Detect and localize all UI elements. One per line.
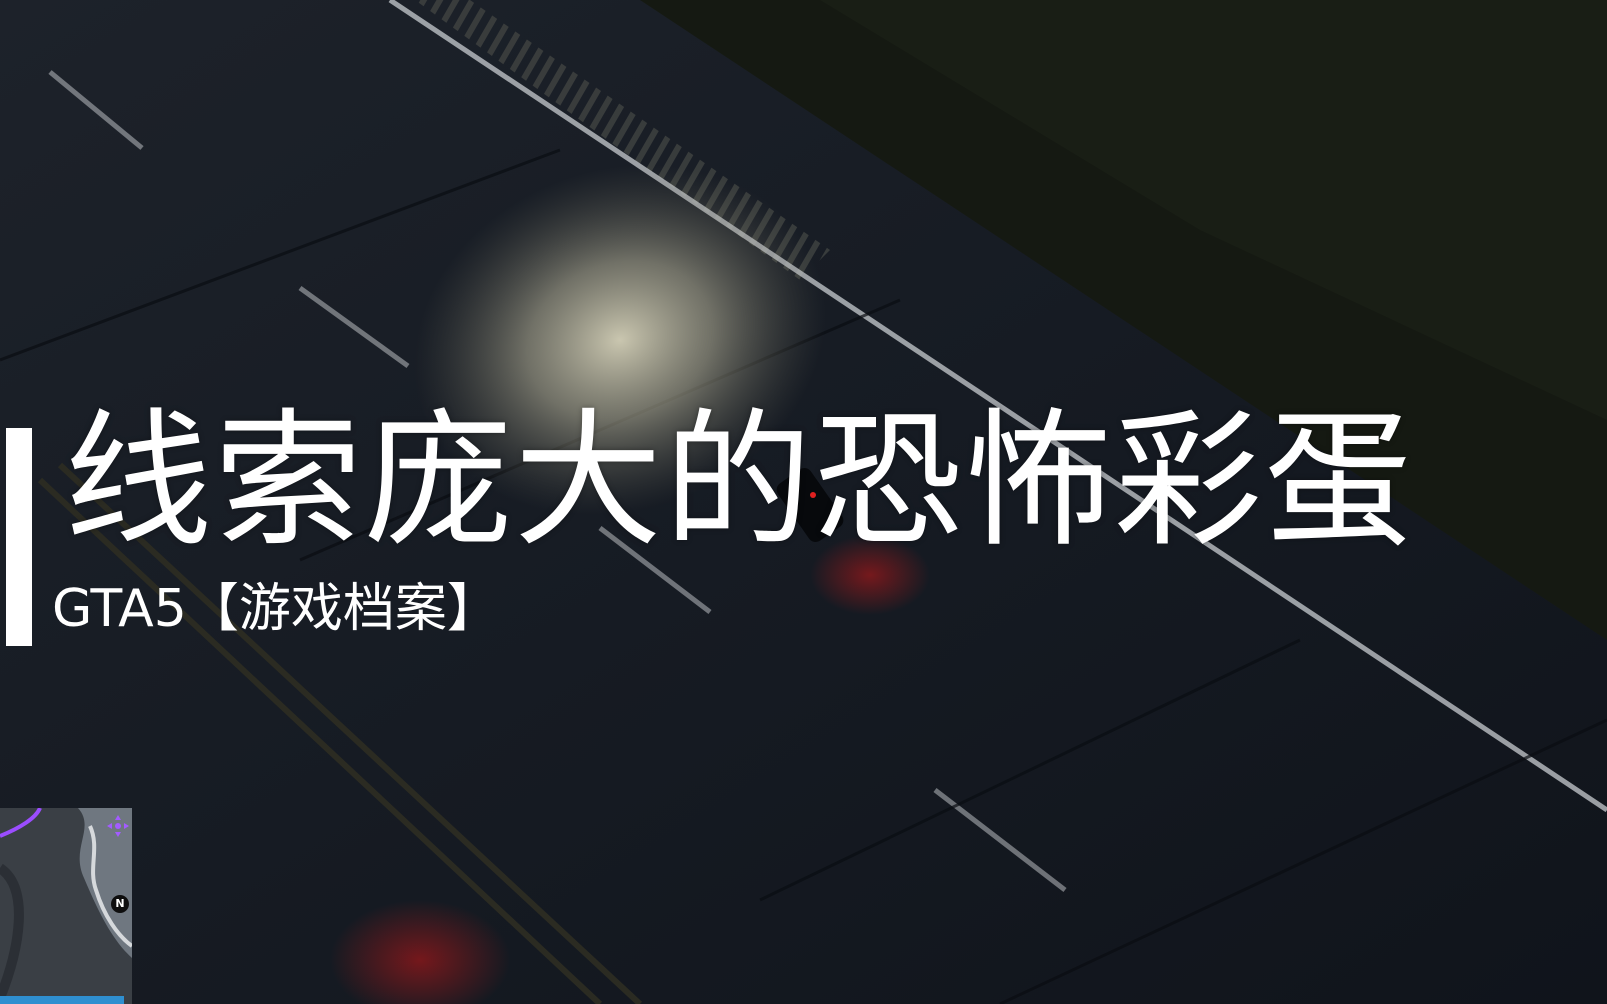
shoulder-line xyxy=(388,0,1607,813)
tail-glow xyxy=(810,535,930,615)
car xyxy=(776,467,844,543)
waypoint-icon xyxy=(107,815,129,837)
center-lines xyxy=(37,462,643,1004)
car-taillight xyxy=(810,492,816,498)
minimap-water xyxy=(78,808,132,958)
minimap-coast-road xyxy=(88,825,132,948)
minimap xyxy=(0,808,132,1004)
grass-verge-dark xyxy=(820,0,1607,420)
minimap-terrain xyxy=(0,808,132,1004)
minimap-route xyxy=(0,808,42,838)
video-title: 线索庞大的恐怖彩蛋 xyxy=(64,395,1414,567)
title-accent-bar xyxy=(6,428,32,646)
video-subtitle: GTA5【游戏档案】 xyxy=(52,579,499,639)
headlight-beam xyxy=(414,164,826,516)
tail-glow-lower xyxy=(330,900,510,1004)
north-icon: N xyxy=(111,895,129,913)
health-bar xyxy=(0,996,124,1004)
